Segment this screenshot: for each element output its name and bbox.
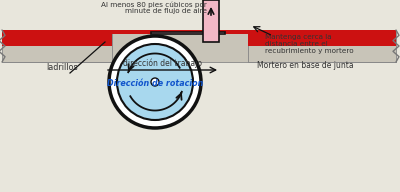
- Text: dirección del trabajo: dirección del trabajo: [123, 59, 202, 68]
- Circle shape: [117, 44, 193, 120]
- Text: Mortero en base de junta: Mortero en base de junta: [257, 61, 353, 70]
- Bar: [151, 32, 225, 34]
- Text: ladrillos: ladrillos: [46, 63, 78, 72]
- Text: Al menos 80 pies cúbicos por
minute de flujo de aire: Al menos 80 pies cúbicos por minute de f…: [101, 1, 207, 15]
- Bar: [2, 30, 112, 46]
- Bar: [112, 30, 248, 34]
- Bar: [248, 30, 396, 62]
- Circle shape: [151, 78, 159, 86]
- Text: Dirección de rotacion: Dirección de rotacion: [107, 79, 203, 89]
- Bar: [112, 30, 248, 62]
- Bar: [203, 0, 219, 42]
- Text: Mantenga cerca la
distancia entre el
recubrimiento y mortero: Mantenga cerca la distancia entre el rec…: [265, 34, 354, 54]
- Bar: [2, 30, 112, 62]
- Bar: [248, 30, 396, 46]
- Circle shape: [109, 36, 201, 128]
